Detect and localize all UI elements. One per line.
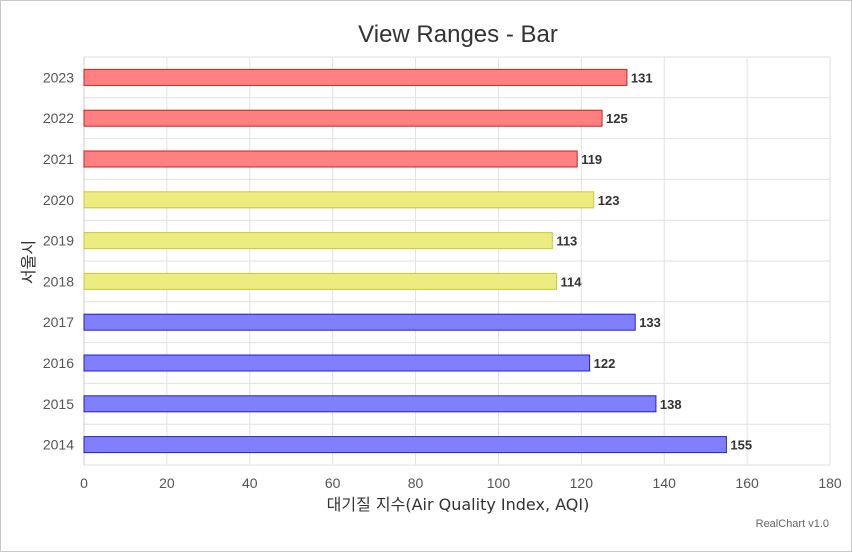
y-tick-2023: 2023 (43, 69, 74, 85)
x-axis-title: 대기질 지수(Air Quality Index, AQI) (327, 495, 590, 514)
x-tick-160: 160 (735, 475, 759, 491)
data-label-2014: 155 (730, 438, 752, 453)
y-tick-2014: 2014 (43, 437, 74, 453)
x-tick-20: 20 (159, 475, 175, 491)
bar-2019[interactable] (83, 232, 553, 250)
y-tick-2019: 2019 (43, 233, 74, 249)
bar-2021[interactable] (83, 150, 578, 168)
y-tick-2015: 2015 (43, 396, 74, 412)
data-label-2018: 114 (560, 274, 582, 289)
x-tick-80: 80 (408, 475, 424, 491)
y-tick-2017: 2017 (43, 314, 74, 330)
y-tick-2016: 2016 (43, 355, 74, 371)
bar-2020[interactable] (83, 191, 595, 209)
data-label-2017: 133 (639, 315, 661, 330)
x-tick-100: 100 (487, 475, 511, 491)
bar-2014[interactable] (83, 436, 727, 454)
x-tick-180: 180 (818, 475, 842, 491)
data-label-2020: 123 (598, 193, 620, 208)
x-tick-120: 120 (570, 475, 594, 491)
y-tick-2021: 2021 (43, 151, 74, 167)
x-tick-labels: 0 20 40 60 80 100 120 140 160 180 (80, 475, 842, 491)
bar-2018[interactable] (83, 272, 557, 290)
chart-title: View Ranges - Bar (358, 21, 558, 48)
y-tick-labels: 2014 2015 2016 2017 2018 2019 2020 2021 2022 2023 (43, 69, 74, 452)
data-label-2023: 131 (631, 70, 653, 85)
y-tick-2020: 2020 (43, 192, 74, 208)
bar-2017[interactable] (83, 313, 636, 331)
x-tick-140: 140 (653, 475, 677, 491)
data-label-2019: 113 (556, 234, 577, 249)
bars: 155 138 122 133 114 113 123 119 125 131 (83, 68, 752, 454)
bar-2022[interactable] (83, 109, 603, 127)
credit-label: RealChart v1.0 (756, 518, 829, 530)
y-tick-2022: 2022 (43, 110, 74, 126)
bar-2016[interactable] (83, 354, 591, 372)
y-tick-2018: 2018 (43, 273, 74, 289)
x-tick-40: 40 (242, 475, 258, 491)
y-axis-title: 서울시 (19, 240, 38, 284)
x-tick-0: 0 (80, 475, 88, 491)
x-tick-60: 60 (325, 475, 341, 491)
data-label-2022: 125 (606, 111, 628, 126)
bar-2023[interactable] (83, 68, 628, 86)
data-label-2016: 122 (594, 356, 616, 371)
bar-2015[interactable] (83, 395, 657, 413)
data-label-2015: 138 (660, 397, 682, 412)
data-label-2021: 119 (581, 152, 602, 167)
